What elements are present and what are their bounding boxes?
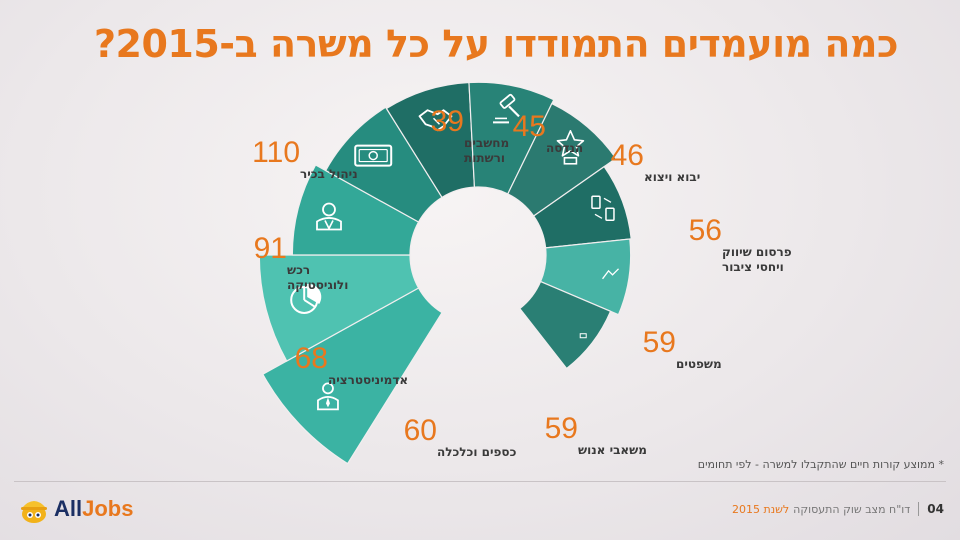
chart-slices [258,81,632,465]
slice-category: ולוגיסטיקה [287,278,348,292]
slice-category: פרסום שיווק [722,245,792,259]
trophy-star-icon [556,129,585,165]
slice-category: ניהול בכיר [300,167,358,181]
slice-category: כספים וכלכלה [437,445,517,459]
slice-value: 39 [431,105,464,138]
slice-category: ורשתות [464,151,505,165]
slice-value: 46 [611,139,644,172]
pie-chart-icon [290,283,322,314]
chart-icons [290,93,620,411]
slice-category: רכש [287,263,310,277]
report-label: דו"ח מצב שוק התעסוקה [793,502,911,516]
computer-icon [579,333,587,339]
slice-value: 68 [295,342,328,375]
slice-value: 110 [252,136,300,169]
footer-divider [14,481,946,482]
slice-value: 91 [254,232,287,265]
slice-category: הנדסה [546,141,583,155]
hardhat-mascot-icon [21,501,47,523]
slice-category: יבוא ויצוא [644,170,700,184]
slice-category: מחשבים [464,136,509,150]
slice-category: ויחסי ציבור [722,260,784,274]
page-title: כמה מועמדים התמודדו על כל משרה ב-2015? [93,22,899,66]
slice-value: 59 [545,412,578,445]
tools-icon [602,268,620,280]
slice-9 [539,238,632,316]
secretary-icon [316,202,342,231]
gavel-icon [493,93,520,124]
slice-category: משפטים [676,357,722,371]
exchange-icon [591,195,615,222]
logo-jobs: Jobs [82,496,134,521]
page-number: 04 [918,502,944,516]
footer-report-info: 04 דו"ח מצב שוק התעסוקה לשנת 2015 [732,502,944,516]
footnote: * ממוצע קורות חיים שהתקבלו למשרה - לפי ת… [697,458,944,471]
slice-2 [258,254,420,362]
slice-category: משאבי אנוש [578,443,647,457]
slice-category: אדמיניסטרציה [328,373,408,387]
slice-value: 56 [689,214,722,247]
slice-value: 60 [404,414,437,447]
banknote-icon [354,144,393,167]
logo-all: All [54,496,83,521]
handshake-icon [418,109,453,132]
report-year: לשנת 2015 [731,502,790,516]
alljobs-logo[interactable]: AllJobs [18,489,133,529]
logo-text: AllJobs [54,496,133,522]
slice-3 [291,164,420,256]
executive-icon [317,382,339,411]
slice-10 [519,280,612,370]
slice-7 [507,102,617,217]
slice-value: 45 [513,110,546,143]
slice-8 [532,165,632,249]
slice-1 [262,287,443,465]
slice-6 [468,81,555,195]
slice-value: 59 [643,326,676,359]
